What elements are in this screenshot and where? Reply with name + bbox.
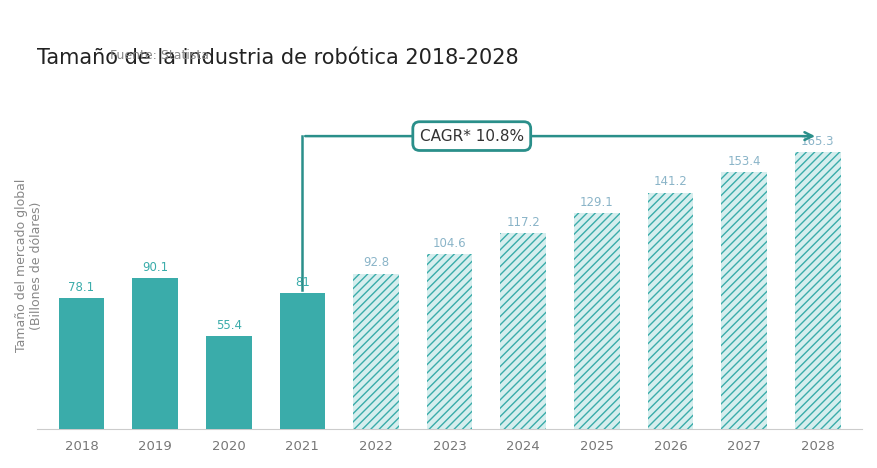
Bar — [501, 233, 546, 429]
Bar — [648, 193, 694, 429]
Text: 117.2: 117.2 — [506, 216, 540, 229]
Text: Tamaño de la industria de robótica 2018-2028: Tamaño de la industria de robótica 2018-… — [38, 48, 519, 68]
Text: 81: 81 — [295, 276, 310, 289]
Bar — [206, 336, 252, 429]
Bar — [132, 278, 178, 429]
Text: 141.2: 141.2 — [653, 176, 688, 189]
Bar — [648, 193, 694, 429]
Bar — [501, 233, 546, 429]
Text: 165.3: 165.3 — [801, 135, 835, 148]
Text: 129.1: 129.1 — [580, 196, 614, 209]
Text: 78.1: 78.1 — [68, 281, 95, 294]
Bar — [795, 153, 841, 429]
Bar — [280, 293, 325, 429]
Bar — [722, 172, 767, 429]
Text: 92.8: 92.8 — [363, 256, 389, 270]
Bar — [427, 254, 473, 429]
Bar — [795, 153, 841, 429]
Bar — [574, 213, 620, 429]
Bar — [574, 213, 620, 429]
Text: Fuente: Statista: Fuente: Statista — [110, 49, 209, 62]
Bar — [722, 172, 767, 429]
Bar — [353, 274, 399, 429]
Y-axis label: Tamaño del mercado global
(Billones de dólares): Tamaño del mercado global (Billones de d… — [15, 179, 43, 352]
Text: 90.1: 90.1 — [142, 261, 168, 274]
Text: 153.4: 153.4 — [727, 155, 761, 168]
Bar — [353, 274, 399, 429]
Text: 55.4: 55.4 — [216, 319, 242, 332]
Text: CAGR* 10.8%: CAGR* 10.8% — [420, 129, 524, 144]
Bar — [427, 254, 473, 429]
Text: 104.6: 104.6 — [433, 237, 467, 250]
Bar — [59, 298, 104, 429]
